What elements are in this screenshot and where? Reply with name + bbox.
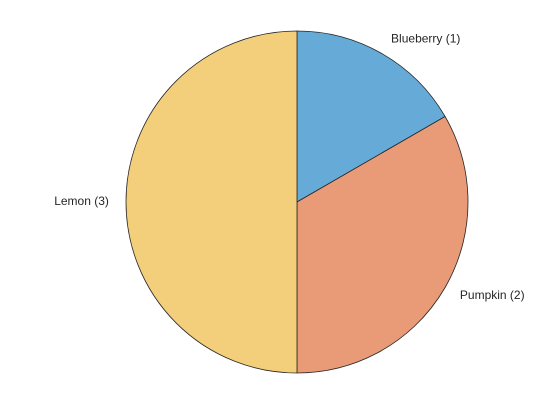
pie-slices <box>125 30 469 374</box>
pie-slice-blueberry <box>296 30 446 203</box>
pie-slice-pumpkin <box>296 116 469 374</box>
pie-label-blueberry: Blueberry (1) <box>391 31 460 45</box>
pie-labels: Blueberry (1) Pumpkin (2) Lemon (3) <box>54 31 524 302</box>
pie-label-pumpkin: Pumpkin (2) <box>460 288 525 302</box>
pie-slice-lemon <box>125 30 298 374</box>
pie-label-lemon: Lemon (3) <box>54 194 109 208</box>
